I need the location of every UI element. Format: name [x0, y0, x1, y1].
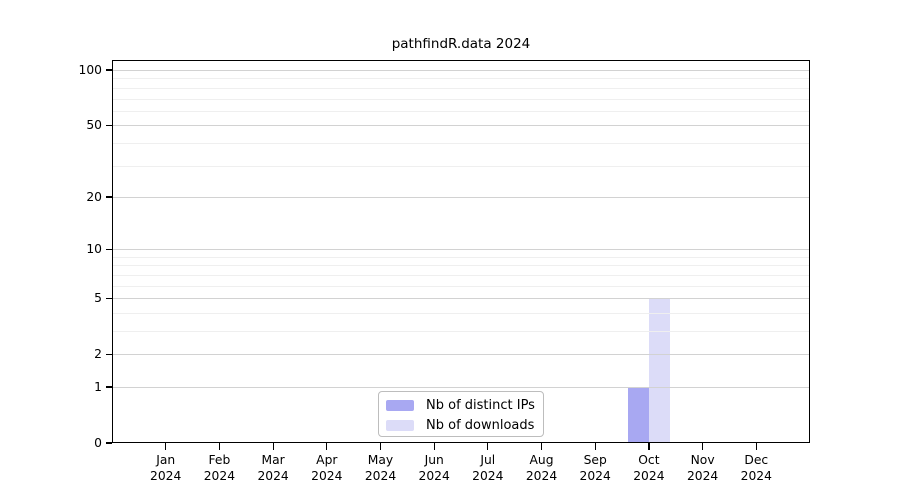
bar-distinct-ips: [627, 387, 649, 443]
x-axis-label-month: May: [367, 453, 394, 467]
x-axis-tick: [702, 443, 704, 450]
x-axis-label: Sep 2024: [567, 452, 623, 484]
x-axis-label-month: Oct: [638, 453, 660, 467]
x-axis-label-month: Mar: [261, 453, 285, 467]
gridline-major: [113, 298, 809, 300]
y-axis-label: 1: [94, 380, 102, 394]
x-axis-label: Jun 2024: [406, 452, 462, 484]
gridline-minor: [113, 285, 809, 287]
x-axis-label-month: Aug: [529, 453, 554, 467]
x-axis-label: Jul 2024: [460, 452, 516, 484]
x-axis-label-year: 2024: [525, 469, 558, 483]
x-axis-tick: [594, 443, 596, 450]
y-axis-label: 50: [86, 118, 102, 133]
gridline-minor: [113, 110, 809, 112]
x-axis-label-month: Jun: [424, 453, 444, 467]
y-axis-tick: [106, 196, 112, 198]
y-axis-tick: [106, 297, 112, 299]
gridline-minor: [113, 98, 809, 100]
x-axis-tick: [433, 443, 435, 450]
y-axis-label: 2: [94, 347, 102, 362]
x-axis-label-year: 2024: [579, 469, 611, 483]
legend-swatch: [386, 399, 414, 411]
x-axis-label-month: Feb: [208, 453, 231, 467]
x-axis-label-month: Sep: [583, 453, 607, 467]
y-axis-tick: [106, 124, 112, 126]
bar-downloads: [648, 298, 670, 443]
x-axis-tick: [272, 443, 274, 450]
y-axis-tick: [106, 69, 112, 71]
x-axis-label-month: Dec: [744, 453, 769, 467]
gridline-major: [113, 249, 809, 251]
x-axis-label: Nov 2024: [675, 452, 731, 484]
gridline-minor: [113, 256, 809, 258]
x-axis-label-month: Jan: [156, 453, 176, 467]
x-axis-label: May 2024: [353, 452, 409, 484]
x-axis-label-month: Nov: [690, 453, 715, 467]
legend-label: Nb of downloads: [426, 417, 535, 433]
x-axis-label-year: 2024: [257, 469, 289, 483]
gridline-minor: [113, 312, 809, 314]
y-axis-label: 100: [78, 63, 102, 77]
gridline-major: [113, 387, 809, 388]
gridline-major: [113, 70, 809, 71]
gridline-minor: [113, 142, 809, 144]
chart-title: pathfindR.data 2024: [391, 36, 531, 52]
y-axis-tick: [106, 442, 112, 444]
x-axis-label: Jan 2024: [138, 452, 194, 484]
x-axis-tick: [326, 443, 328, 450]
x-axis-label-month: Jul: [480, 453, 496, 467]
legend-swatch: [386, 419, 414, 431]
gridline-major: [113, 354, 809, 356]
y-axis-label: 20: [86, 189, 102, 204]
x-axis-tick: [648, 443, 650, 450]
y-axis-label: 5: [94, 291, 102, 306]
gridline-minor: [113, 274, 809, 276]
x-axis-label-year: 2024: [633, 469, 665, 483]
y-axis-tick: [106, 353, 112, 355]
legend-item: Nb of distinct IPs: [386, 395, 543, 415]
legend-label: Nb of distinct IPs: [426, 397, 535, 413]
x-axis-label-year: 2024: [472, 469, 504, 483]
x-axis-label: Aug 2024: [514, 452, 570, 484]
x-axis-label: Mar 2024: [245, 452, 301, 484]
x-axis-label-year: 2024: [686, 469, 719, 483]
x-axis-tick: [540, 443, 543, 450]
x-axis-label: Dec 2024: [728, 452, 784, 484]
x-axis-label-year: 2024: [364, 469, 397, 483]
gridline-minor: [113, 87, 809, 89]
x-axis-label: Feb 2024: [191, 452, 247, 484]
y-axis-tick: [106, 248, 112, 250]
gridline-major: [113, 196, 809, 198]
x-axis-tick: [487, 443, 489, 450]
x-axis-tick: [379, 443, 382, 450]
x-axis-tick: [165, 443, 167, 450]
x-axis-label-year: 2024: [203, 469, 236, 483]
x-axis-label: Oct 2024: [621, 452, 677, 484]
legend-item: Nb of downloads: [386, 415, 543, 435]
y-axis-label: 10: [86, 242, 102, 257]
x-axis-tick: [755, 443, 757, 450]
x-axis-label-year: 2024: [311, 469, 343, 483]
legend: Nb of distinct IPs Nb of downloads: [378, 391, 544, 437]
y-axis-tick: [106, 386, 112, 388]
gridline-minor: [113, 331, 809, 332]
x-axis-label-year: 2024: [150, 469, 182, 483]
x-axis-tick: [218, 443, 221, 450]
gridline-minor: [113, 265, 809, 267]
x-axis-label-year: 2024: [418, 469, 450, 483]
y-axis-label: 0: [94, 436, 102, 450]
gridline-minor: [113, 165, 809, 167]
x-axis-label-month: Apr: [316, 453, 338, 467]
x-axis-label-year: 2024: [740, 469, 772, 483]
x-axis-label: Apr 2024: [299, 452, 355, 484]
gridline-major: [113, 125, 809, 127]
gridline-minor: [113, 78, 809, 80]
